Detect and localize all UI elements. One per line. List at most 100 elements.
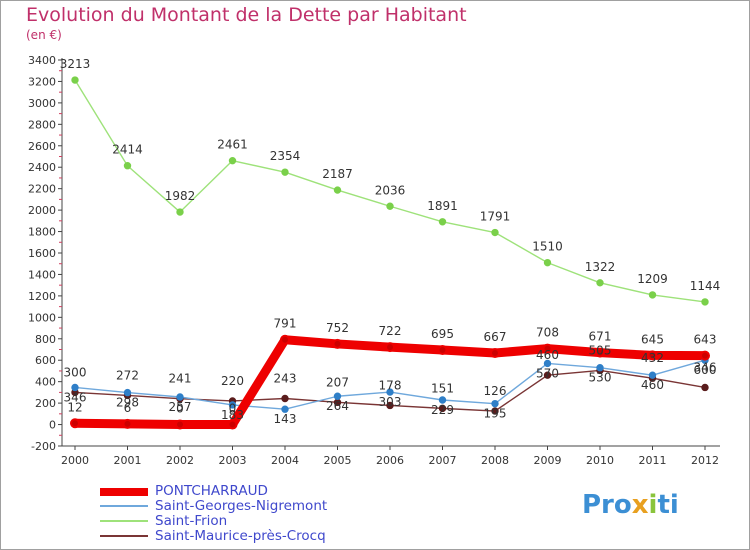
data-point bbox=[701, 383, 709, 392]
data-label: 1209 bbox=[637, 272, 668, 286]
data-label: 460 bbox=[536, 348, 559, 362]
data-label: 143 bbox=[274, 412, 297, 426]
data-point bbox=[595, 347, 605, 358]
legend-label: Saint-Frion bbox=[155, 513, 228, 529]
data-point bbox=[228, 401, 237, 409]
data-label: 126 bbox=[484, 384, 507, 398]
data-label: 2036 bbox=[375, 183, 406, 197]
data-point bbox=[648, 371, 657, 379]
chart-axes: -200020040060080010001200140016001800200… bbox=[28, 54, 720, 467]
legend-label: Saint-Georges-Nigremont bbox=[155, 498, 328, 514]
y-tick-label: 0 bbox=[49, 419, 56, 432]
y-tick-label: 2000 bbox=[28, 204, 56, 217]
data-label: 1510 bbox=[532, 240, 563, 254]
data-label: 346 bbox=[64, 390, 87, 404]
data-point bbox=[386, 401, 394, 410]
data-point bbox=[438, 218, 447, 226]
y-tick-label: 3000 bbox=[28, 97, 56, 110]
y-tick-label: 2400 bbox=[28, 161, 56, 174]
data-label: 298 bbox=[116, 396, 139, 410]
y-tick-label: 1400 bbox=[28, 268, 56, 281]
data-label: 183 bbox=[221, 408, 244, 422]
data-label: 1891 bbox=[427, 199, 458, 213]
legend-label: Saint-Maurice-près-Crocq bbox=[155, 528, 326, 544]
x-tick-label: 2003 bbox=[219, 454, 247, 467]
data-point bbox=[543, 371, 552, 379]
data-point bbox=[543, 359, 552, 368]
x-tick-label: 2010 bbox=[586, 454, 614, 467]
data-point bbox=[227, 419, 238, 430]
legend-swatch bbox=[100, 505, 148, 507]
y-tick-label: 800 bbox=[35, 333, 56, 346]
y-tick-label: 1800 bbox=[28, 226, 56, 239]
y-tick-label: 2200 bbox=[28, 183, 56, 196]
y-tick-label: 600 bbox=[35, 354, 56, 367]
data-label: 1322 bbox=[585, 260, 616, 274]
data-point bbox=[438, 396, 447, 404]
data-label: 0 bbox=[176, 402, 184, 416]
y-tick-label: 1600 bbox=[28, 247, 56, 260]
data-point bbox=[70, 418, 80, 429]
data-point bbox=[596, 364, 604, 372]
data-point bbox=[122, 418, 133, 429]
data-point bbox=[333, 392, 342, 400]
data-point bbox=[71, 76, 79, 84]
legend-swatch bbox=[100, 520, 148, 522]
x-tick-label: 2002 bbox=[166, 454, 194, 467]
data-label: 667 bbox=[484, 330, 507, 344]
data-label: 600 bbox=[694, 363, 717, 377]
data-point bbox=[386, 388, 394, 396]
x-tick-label: 2007 bbox=[429, 454, 457, 467]
data-label: 272 bbox=[116, 368, 139, 382]
y-tick-label: 3400 bbox=[28, 54, 56, 67]
data-label: 303 bbox=[379, 395, 402, 409]
data-label: 2461 bbox=[217, 138, 248, 152]
proxiti-logo: Proxiti bbox=[582, 490, 679, 520]
data-label: 432 bbox=[641, 351, 664, 365]
y-tick-label: 2600 bbox=[28, 140, 56, 153]
data-label: 2187 bbox=[322, 167, 353, 181]
data-point bbox=[700, 350, 710, 361]
data-point bbox=[71, 383, 79, 392]
data-label: 1982 bbox=[165, 189, 196, 203]
data-point bbox=[543, 258, 552, 267]
data-label: 195 bbox=[484, 407, 507, 421]
data-label: 264 bbox=[326, 399, 349, 413]
data-label: 791 bbox=[274, 317, 297, 331]
chart-title: Evolution du Montant de la Dette par Hab… bbox=[26, 4, 467, 26]
data-point bbox=[596, 279, 604, 287]
data-label: 151 bbox=[431, 381, 454, 395]
data-point bbox=[332, 338, 343, 349]
data-label: 708 bbox=[536, 326, 559, 340]
data-label: 220 bbox=[221, 374, 244, 388]
data-point bbox=[438, 404, 447, 413]
data-label: 300 bbox=[64, 365, 87, 379]
y-tick-label: 1000 bbox=[28, 311, 56, 324]
data-label: 2414 bbox=[112, 143, 143, 157]
y-tick-label: 1200 bbox=[28, 290, 56, 303]
data-label: 207 bbox=[326, 375, 349, 389]
data-label: 570 bbox=[536, 366, 559, 380]
data-label: 752 bbox=[326, 321, 349, 335]
legend-swatch bbox=[100, 535, 148, 537]
x-tick-label: 2011 bbox=[639, 454, 667, 467]
data-point bbox=[228, 156, 237, 165]
data-point bbox=[701, 298, 709, 306]
data-point bbox=[123, 388, 132, 397]
y-tick-label: -200 bbox=[31, 440, 56, 453]
chart-subtitle: (en €) bbox=[26, 28, 62, 42]
data-label: 505 bbox=[589, 343, 612, 357]
data-label: 530 bbox=[589, 371, 612, 385]
data-point bbox=[437, 345, 448, 356]
data-label: 643 bbox=[694, 333, 717, 347]
data-label: 257 bbox=[169, 400, 192, 414]
y-tick-label: 400 bbox=[35, 376, 56, 389]
data-point bbox=[281, 168, 289, 176]
x-tick-label: 2009 bbox=[534, 454, 562, 467]
data-point bbox=[491, 399, 499, 408]
data-label: 1791 bbox=[480, 210, 511, 224]
data-point bbox=[490, 348, 500, 359]
data-label: 460 bbox=[641, 378, 664, 392]
data-label: 0 bbox=[229, 402, 237, 416]
